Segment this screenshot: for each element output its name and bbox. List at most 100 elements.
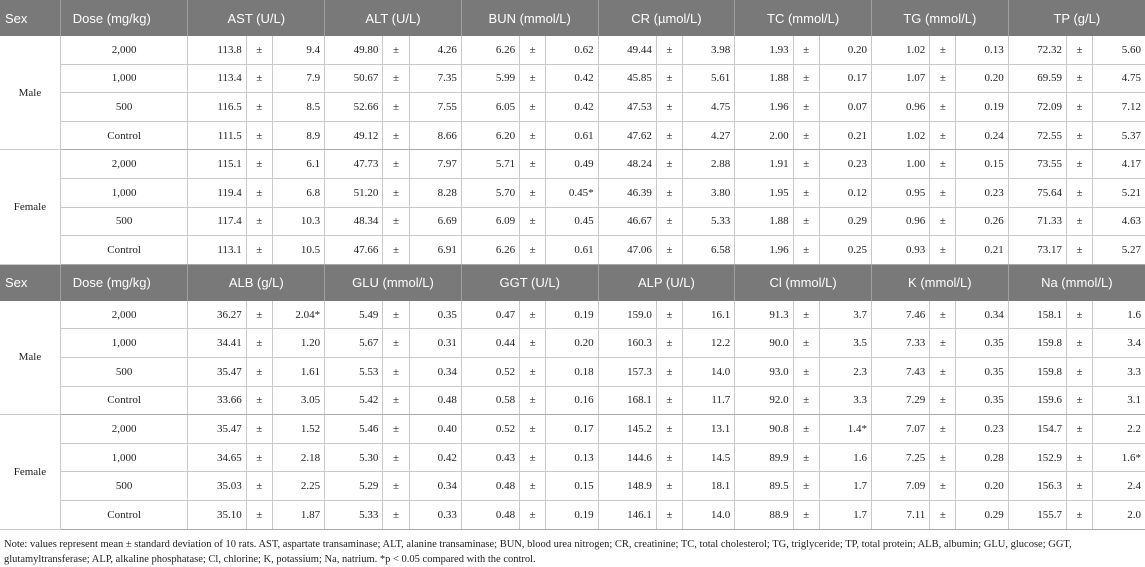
sd-value: 4.17 [1092, 149, 1145, 179]
sd-value: 0.26 [955, 207, 1009, 237]
plus-minus-sign: ± [382, 386, 410, 416]
plus-minus-sign: ± [656, 357, 683, 387]
mean-value: 35.47 [187, 357, 247, 387]
plus-minus-sign: ± [246, 92, 273, 122]
table-row: Male 2,000 36.27 ±2.04* 5.49 ±0.35 0.47 ±0.19 15… [0, 300, 1145, 416]
plus-minus-sign: ± [793, 414, 820, 444]
table-row: 1,000 119.4 ±6.8 51.20 ±8.28 5.70 ±0.45* 46.39 ±… [0, 178, 1145, 208]
column-header: Na (mmol/L) [1008, 264, 1145, 301]
sd-value: 1.87 [272, 500, 326, 530]
mean-value: 45.85 [598, 64, 657, 94]
mean-value: 47.53 [598, 92, 657, 122]
mean-value: 90.0 [734, 328, 794, 358]
mean-value: 7.09 [871, 471, 931, 501]
plus-minus-sign: ± [519, 471, 547, 501]
sd-value: 12.2 [682, 328, 736, 358]
sd-value: 0.20 [955, 64, 1009, 94]
mean-value: 7.33 [871, 328, 931, 358]
sd-value: 0.17 [545, 414, 599, 444]
plus-minus-sign: ± [793, 471, 820, 501]
sd-value: 0.61 [545, 121, 599, 151]
mean-value: 0.52 [461, 414, 521, 444]
mean-value: 93.0 [734, 357, 794, 387]
sd-value: 0.35 [955, 357, 1009, 387]
mean-value: 157.3 [598, 357, 657, 387]
table-row: Female 2,000 35.47 ±1.52 5.46 ±0.40 0.52 ±0.17 1… [0, 414, 1145, 530]
plus-minus-sign: ± [793, 121, 820, 151]
sd-value: 0.15 [955, 149, 1009, 179]
plus-minus-sign: ± [246, 36, 273, 65]
sd-value: 14.5 [682, 443, 736, 473]
mean-value: 0.48 [461, 500, 521, 530]
plus-minus-sign: ± [793, 300, 820, 330]
mean-value: 113.8 [187, 36, 247, 65]
mean-value: 146.1 [598, 500, 657, 530]
plus-minus-sign: ± [1066, 149, 1094, 179]
plus-minus-sign: ± [382, 357, 410, 387]
sd-value: 3.80 [682, 178, 736, 208]
mean-value: 113.4 [187, 64, 247, 94]
dose-cell: 500 [60, 207, 189, 237]
plus-minus-sign: ± [519, 207, 547, 237]
mean-value: 88.9 [734, 500, 794, 530]
sd-value: 1.52 [272, 414, 326, 444]
mean-value: 158.1 [1008, 300, 1067, 330]
mean-value: 1.96 [734, 235, 794, 265]
sd-value: 3.05 [272, 386, 326, 416]
sd-value: 10.3 [272, 207, 326, 237]
mean-value: 91.3 [734, 300, 794, 330]
mean-value: 5.70 [461, 178, 521, 208]
sd-value: 0.15 [545, 471, 599, 501]
mean-value: 5.71 [461, 149, 521, 179]
dose-cell: 1,000 [60, 64, 189, 94]
dose-cell: 2,000 [60, 149, 189, 179]
plus-minus-sign: ± [793, 64, 820, 94]
mean-value: 0.58 [461, 386, 521, 416]
plus-minus-sign: ± [1066, 357, 1094, 387]
plus-minus-sign: ± [656, 178, 683, 208]
plus-minus-sign: ± [929, 149, 957, 179]
plus-minus-sign: ± [519, 328, 547, 358]
plus-minus-sign: ± [382, 471, 410, 501]
mean-value: 168.1 [598, 386, 657, 416]
mean-value: 89.9 [734, 443, 794, 473]
sd-value: 0.40 [409, 414, 462, 444]
plus-minus-sign: ± [246, 414, 273, 444]
sd-value: 0.45 [545, 207, 599, 237]
plus-minus-sign: ± [656, 471, 683, 501]
table-row: 500 35.47 ±1.61 5.53 ±0.34 0.52 ±0.18 157.3 ±14.… [0, 357, 1145, 387]
column-header: ALT (U/L) [324, 0, 462, 36]
mean-value: 6.09 [461, 207, 521, 237]
sd-value: 5.60 [1092, 36, 1145, 65]
plus-minus-sign: ± [519, 357, 547, 387]
dose-cell: 2,000 [60, 414, 189, 444]
plus-minus-sign: ± [246, 149, 273, 179]
plus-minus-sign: ± [929, 414, 957, 444]
mean-value: 5.33 [324, 500, 384, 530]
plus-minus-sign: ± [382, 328, 410, 358]
mean-value: 49.44 [598, 36, 657, 65]
column-header: ALB (g/L) [187, 264, 326, 301]
plus-minus-sign: ± [519, 178, 547, 208]
sd-value: 0.12 [819, 178, 872, 208]
column-header: Cl (mmol/L) [734, 264, 872, 301]
plus-minus-sign: ± [1066, 64, 1094, 94]
mean-value: 6.05 [461, 92, 521, 122]
mean-value: 0.52 [461, 357, 521, 387]
mean-value: 51.20 [324, 178, 384, 208]
mean-value: 0.47 [461, 300, 521, 330]
mean-value: 1.96 [734, 92, 794, 122]
mean-value: 7.46 [871, 300, 931, 330]
sd-value: 0.35 [409, 300, 462, 330]
plus-minus-sign: ± [1066, 92, 1094, 122]
sd-value: 0.28 [955, 443, 1009, 473]
plus-minus-sign: ± [656, 300, 683, 330]
mean-value: 156.3 [1008, 471, 1067, 501]
mean-value: 52.66 [324, 92, 384, 122]
sd-value: 0.23 [955, 178, 1009, 208]
mean-value: 0.44 [461, 328, 521, 358]
mean-value: 69.59 [1008, 64, 1067, 94]
sd-value: 0.16 [545, 386, 599, 416]
dose-cell: 500 [60, 471, 189, 501]
mean-value: 1.93 [734, 36, 794, 65]
